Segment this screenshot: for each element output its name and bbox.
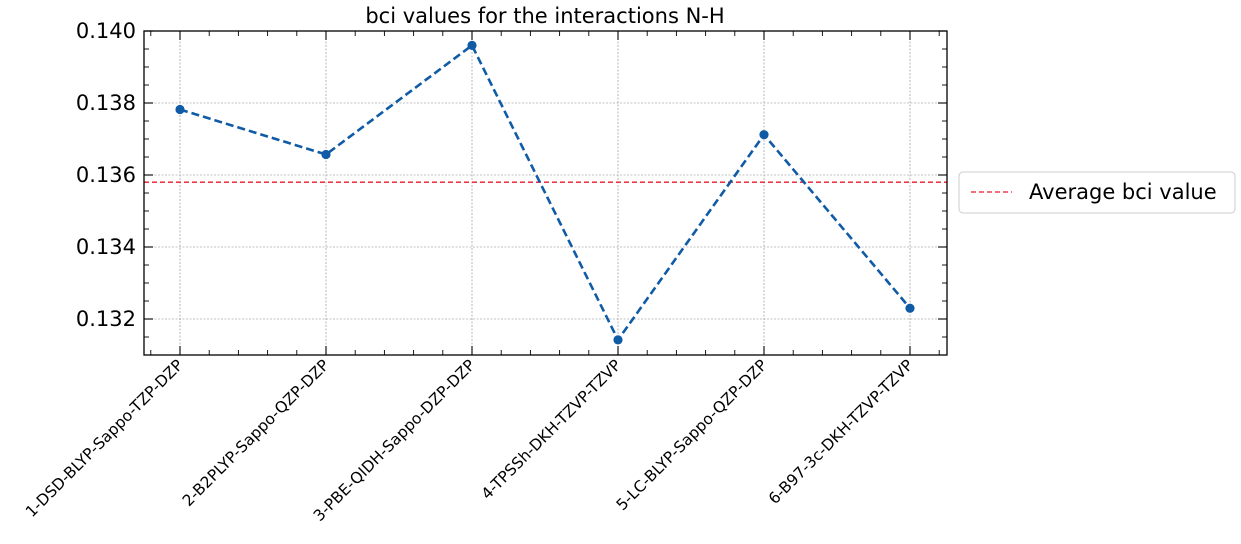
data-point (175, 104, 185, 115)
x-tick-label: 1-DSD-BLYP-Sappo-TZP-DZP (22, 356, 187, 521)
legend-box (958, 171, 1236, 214)
y-tick-label: 0.134 (76, 235, 136, 259)
legend-label: Average bci value (1029, 180, 1217, 204)
data-point (759, 130, 769, 140)
x-tick-label: 2-B2PLYP-Sappo-QZP-DZP (179, 356, 333, 510)
data-point (613, 335, 623, 345)
series-line (179, 43, 911, 343)
axes (143, 30, 948, 356)
y-tick-label: 0.140 (76, 19, 136, 43)
series-group (175, 40, 915, 345)
x-tick-label: 4-TPSSh-DKH-TZVP-TZVP (478, 356, 625, 503)
x-tick-label: 3-PBE-QIDH-Sappo-DZP-DZP (310, 356, 479, 525)
y-tick-label: 0.138 (76, 91, 136, 115)
chart-title: bci values for the interactions N-H (365, 4, 724, 28)
legend: Average bci value (958, 171, 1236, 214)
x-tick-label: 5-LC-BLYP-Sappo-QZP-DZP (613, 356, 771, 514)
tick-labels: 0.132 0.134 0.136 0.138 0.140 1-DSD-BLYP-Sapp… (22, 19, 917, 525)
data-point (467, 40, 477, 51)
data-point (321, 149, 331, 160)
x-tick-label: 6-B97-3c-DKH-TZVP-TZVP (765, 356, 917, 508)
y-tick-label: 0.132 (76, 307, 136, 331)
y-tick-label: 0.136 (76, 163, 136, 187)
data-point (905, 303, 915, 313)
